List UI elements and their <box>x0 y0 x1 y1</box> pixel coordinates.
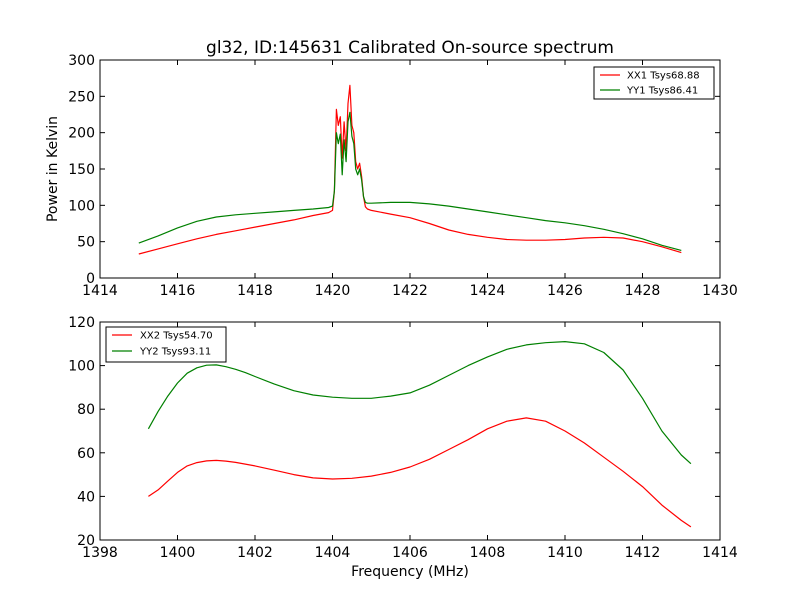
x-tick-label: 1406 <box>392 545 428 561</box>
y-tick-label: 200 <box>68 126 95 142</box>
top-axes-frame <box>99 59 721 279</box>
legend-frame <box>105 326 227 363</box>
chart-title: gl32, ID:145631 Calibrated On-source spe… <box>206 38 614 58</box>
top-legend: XX1 Tsys68.88 YY1 Tsys86.41 <box>593 66 715 100</box>
bottom-series-group <box>147 341 692 528</box>
x-tick-label: 1402 <box>237 545 273 561</box>
y-tick-label: 60 <box>77 446 95 462</box>
y-tick-label: 20 <box>77 533 95 549</box>
x-tick-label: 1404 <box>315 545 351 561</box>
top-axes-ticks: 1414 1416 1418 1420 1422 1424 1426 1428 1430 0 50 1… <box>68 53 738 299</box>
x-tick-label: 1400 <box>160 545 196 561</box>
x-tick-label: 1416 <box>160 283 196 299</box>
x-tick-label: 1410 <box>547 545 583 561</box>
legend-label-xx1: XX1 Tsys68.88 <box>627 71 700 82</box>
legend-label-yy1: YY1 Tsys86.41 <box>626 86 698 97</box>
x-tick-label: 1414 <box>702 545 738 561</box>
x-tick-label: 1408 <box>470 545 506 561</box>
x-tick-label: 1420 <box>315 283 351 299</box>
legend-frame <box>593 66 715 100</box>
bottom-legend: XX2 Tsys54.70 YY2 Tsys93.11 <box>105 326 227 363</box>
bottom-axes-ticks: 1398 1400 1402 1404 1406 1408 1410 1412 1414 20 40… <box>68 315 738 561</box>
y-tick-label: 100 <box>68 359 95 375</box>
bottom-axes-frame <box>99 321 721 541</box>
y-tick-label: 100 <box>68 198 95 214</box>
y-tick-label: 0 <box>86 271 95 287</box>
y-tick-label: 120 <box>68 315 95 331</box>
top-series-group <box>138 84 682 255</box>
y-tick-label: 300 <box>68 53 95 69</box>
bottom-plot: Frequency (MHz) 1398 1400 1402 1404 1406 1408… <box>68 315 738 580</box>
x-tick-label: 1428 <box>625 283 661 299</box>
legend-label-xx2: XX2 Tsys54.70 <box>140 331 213 342</box>
x-tick-label: 1430 <box>702 283 738 299</box>
x-tick-label: 1424 <box>470 283 506 299</box>
series-line-xx2 <box>148 417 692 528</box>
series-line-yy2 <box>147 341 692 465</box>
y-tick-label: 40 <box>77 489 95 505</box>
x-tick-label: 1398 <box>82 545 118 561</box>
y-axis-label: Power in Kelvin <box>45 116 61 222</box>
x-tick-label: 1422 <box>392 283 428 299</box>
y-tick-label: 80 <box>77 402 95 418</box>
y-tick-label: 250 <box>68 89 95 105</box>
x-tick-label: 1426 <box>547 283 583 299</box>
x-tick-label: 1412 <box>625 545 661 561</box>
y-tick-label: 150 <box>68 162 95 178</box>
x-tick-label: 1414 <box>82 283 118 299</box>
x-tick-label: 1418 <box>237 283 273 299</box>
y-tick-label: 50 <box>77 235 95 251</box>
legend-label-yy2: YY2 Tsys93.11 <box>139 347 211 358</box>
x-axis-label: Frequency (MHz) <box>351 564 469 580</box>
series-line-yy1 <box>138 111 682 251</box>
top-plot: gl32, ID:145631 Calibrated On-source spe… <box>45 38 738 299</box>
